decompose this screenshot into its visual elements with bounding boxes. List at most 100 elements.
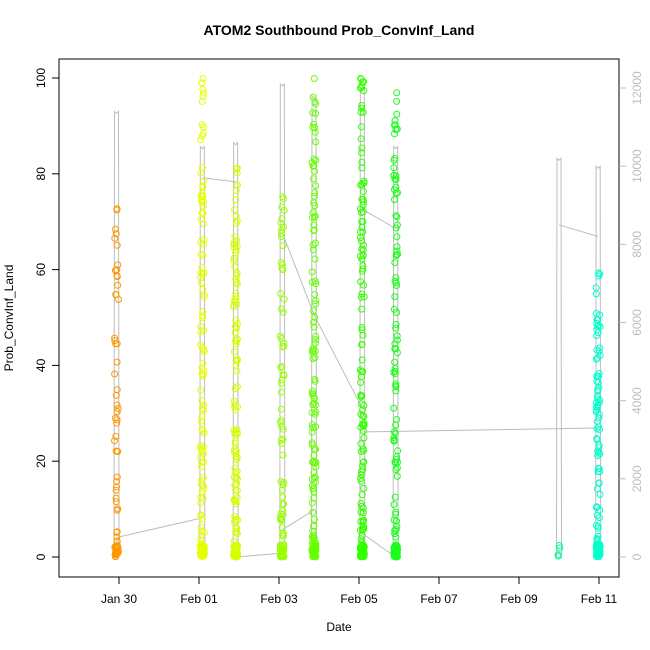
data-point <box>279 343 287 351</box>
data-point <box>594 386 602 394</box>
data-point <box>390 501 398 508</box>
data-point <box>197 169 205 177</box>
data-point <box>593 512 601 520</box>
data-point <box>278 363 286 371</box>
data-point <box>279 425 287 433</box>
data-point <box>197 445 205 452</box>
x-tick-label: Feb 05 <box>340 592 378 606</box>
data-point <box>593 346 601 354</box>
data-point <box>358 102 366 109</box>
data-point <box>276 332 284 340</box>
data-point <box>394 189 401 197</box>
data-point <box>199 494 207 502</box>
data-point <box>197 532 205 539</box>
data-point <box>232 486 240 494</box>
data-point <box>278 379 285 387</box>
data-point <box>392 274 400 282</box>
data-point <box>197 269 205 277</box>
altitude-connector <box>116 517 203 538</box>
y2-tick-label: 0 <box>630 553 644 560</box>
data-point <box>392 224 400 232</box>
data-point <box>197 274 205 282</box>
y-tick-label: 60 <box>34 263 48 277</box>
data-point <box>359 262 367 270</box>
data-point <box>595 479 603 487</box>
data-point <box>200 326 208 334</box>
data-point <box>593 326 601 334</box>
data-point <box>360 525 368 533</box>
data-point <box>234 552 241 560</box>
data-point <box>390 428 398 436</box>
altitude-connector <box>313 314 363 409</box>
data-point <box>197 453 205 461</box>
data-point <box>359 331 367 339</box>
data-point <box>358 491 366 499</box>
data-point <box>233 426 241 434</box>
data-point <box>278 226 285 234</box>
data-point <box>392 324 400 332</box>
data-point <box>311 474 319 482</box>
data-point <box>392 212 400 220</box>
data-point <box>312 156 320 164</box>
data-point <box>312 332 320 340</box>
pass-series-8 <box>554 542 564 560</box>
data-point <box>279 451 287 459</box>
altitude-spike-8 <box>556 157 562 558</box>
data-point <box>391 530 399 538</box>
data-point <box>113 241 121 249</box>
data-point <box>112 550 119 558</box>
data-point <box>231 464 239 472</box>
data-point <box>594 401 602 409</box>
data-point <box>310 522 318 530</box>
data-point <box>200 291 208 299</box>
data-point <box>198 397 206 405</box>
data-point <box>357 368 365 375</box>
data-point <box>594 522 602 530</box>
data-point <box>231 542 239 550</box>
data-point <box>311 375 319 383</box>
data-point <box>277 405 285 413</box>
data-point <box>232 295 240 303</box>
data-point <box>359 509 367 517</box>
data-point <box>309 457 317 465</box>
data-point <box>356 553 364 561</box>
altitude-connector <box>362 533 396 558</box>
data-point <box>358 149 366 157</box>
data-point <box>393 464 401 472</box>
data-point <box>393 243 401 251</box>
data-point <box>197 386 205 394</box>
data-point <box>392 176 400 183</box>
data-point <box>199 251 207 259</box>
data-point <box>594 372 602 380</box>
data-point <box>231 446 239 453</box>
data-point <box>356 526 364 534</box>
data-point <box>309 347 317 354</box>
data-point <box>199 182 207 190</box>
data-point <box>394 250 402 258</box>
data-point <box>594 447 602 455</box>
data-point <box>357 475 365 482</box>
data-point <box>593 436 601 444</box>
data-point <box>197 540 205 548</box>
data-point <box>280 295 288 303</box>
data-point <box>359 108 367 116</box>
data-point <box>232 275 240 283</box>
data-point <box>277 418 284 426</box>
data-point <box>358 324 366 331</box>
data-point <box>200 473 207 481</box>
data-point <box>312 100 320 108</box>
data-point <box>113 528 121 536</box>
data-point <box>232 337 239 345</box>
data-point <box>310 75 318 82</box>
data-point <box>112 498 120 506</box>
altitude-connector <box>235 552 283 558</box>
pass-series-4 <box>276 193 288 561</box>
data-point <box>230 496 238 503</box>
data-point <box>112 432 120 440</box>
data-point <box>308 499 316 507</box>
data-point <box>593 418 601 425</box>
data-point <box>311 446 318 454</box>
data-point <box>233 165 241 173</box>
data-point <box>360 484 368 492</box>
